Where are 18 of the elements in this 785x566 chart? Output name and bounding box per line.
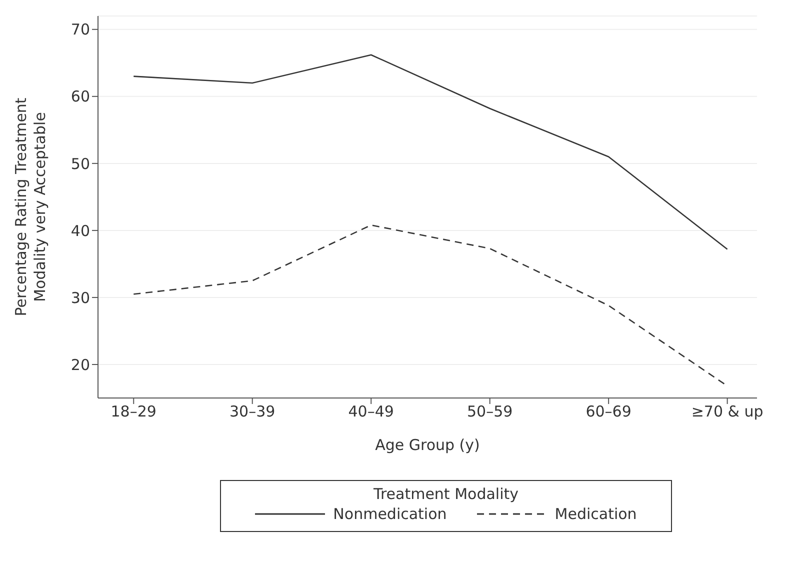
legend-label: Medication [554, 505, 637, 523]
y-tick-label: 60 [70, 88, 90, 106]
y-tick-label: 40 [70, 222, 90, 240]
x-axis-title: Age Group (y) [375, 436, 480, 454]
x-tick-label: ≥70 & up [691, 402, 764, 421]
y-tick-label: 70 [70, 20, 90, 39]
x-tick-label: 40–49 [348, 402, 394, 421]
x-tick-label: 30–39 [230, 402, 276, 421]
legend-label: Nonmedication [333, 505, 447, 523]
x-tick-label: 18–29 [110, 402, 156, 421]
x-tick-label: 60–69 [586, 402, 632, 421]
x-tick-label: 50–59 [466, 402, 513, 421]
line-series [132, 54, 728, 250]
y-tick-label: 50 [70, 154, 90, 173]
y-tick-label: 30 [70, 288, 90, 307]
y-axis-title: Percentage Rating Treatment Modality very Acceptable [12, 98, 49, 316]
y-tick-label: 20 [70, 356, 90, 374]
legend-title: Treatment Modality [372, 485, 520, 503]
